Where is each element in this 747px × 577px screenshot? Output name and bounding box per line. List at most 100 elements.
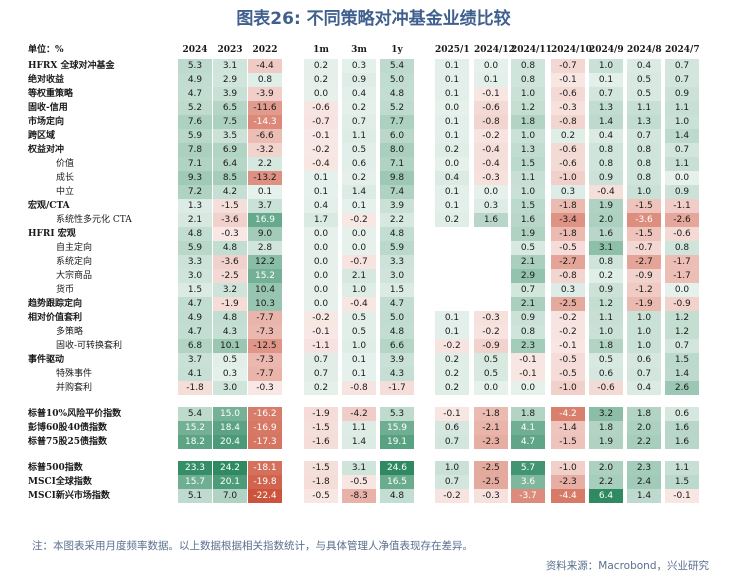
value-cell: 1.2 [511,101,545,115]
value-cell: 9.3 [178,171,212,185]
value-cell: 6.4 [213,157,247,171]
value-cell: -0.1 [665,489,699,503]
value-cell: 6.0 [380,129,414,143]
value-cell: 0.8 [248,73,282,87]
column-header: 1y [391,45,403,55]
value-cell: 0.6 [665,407,699,421]
value-cell: 4.8 [213,311,247,325]
column-header: 2025/1 [435,45,470,55]
value-cell: -0.6 [551,157,585,171]
value-cell: -2.5 [474,461,508,475]
value-cell: 0.7 [304,367,338,381]
value-cell: 1.1 [665,461,699,475]
value-cell: 4.1 [178,367,212,381]
value-cell: 15.7 [178,475,212,489]
value-cell: 20.4 [213,435,247,449]
value-cell: 0.8 [511,325,545,339]
value-cell: -0.2 [304,311,338,325]
value-cell: 0.1 [435,115,469,129]
value-cell: 0.1 [474,73,508,87]
value-cell: 2.0 [589,213,623,227]
value-cell: 1.4 [627,489,661,503]
value-cell: 1.4 [342,435,376,449]
row-label: 系统性多元化 CTA [56,215,132,225]
value-cell: 1.9 [589,435,623,449]
value-cell: 1.0 [627,185,661,199]
value-cell: -2.5 [551,297,585,311]
row-label: 绝对收益 [28,75,65,85]
value-cell: 1.5 [511,199,545,213]
value-cell: 3.9 [380,353,414,367]
value-cell: -0.1 [511,367,545,381]
value-cell: -0.2 [304,143,338,157]
value-cell: 1.1 [589,311,623,325]
value-cell: 4.8 [178,227,212,241]
value-cell: 1.9 [589,199,623,213]
table-row: 相对价值套利 4.9 4.8 -7.7 -0.2 0.5 5.0 0.1 -0.3 0.9 -0.2… [0,311,747,325]
value-cell: 1.0 [627,325,661,339]
value-cell: 0.2 [589,269,623,283]
value-cell: -0.1 [551,339,585,353]
value-cell: 0.1 [435,311,469,325]
value-cell: -0.2 [474,129,508,143]
value-cell: 4.8 [380,87,414,101]
value-cell: 0.2 [435,143,469,157]
value-cell: 23.3 [178,461,212,475]
table-row: 价值 7.1 6.4 2.2 -0.4 0.6 7.1 0.0 -0.4 1.5 -0.6 0.8 0.… [0,157,747,171]
value-cell: 4.7 [380,297,414,311]
value-cell: -0.2 [551,325,585,339]
value-cell: 12.2 [248,255,282,269]
unit-header: 单位：% [28,45,64,55]
column-header: 2024/11 [511,45,552,55]
row-label: 大宗商品 [56,271,93,281]
value-cell: 4.7 [178,87,212,101]
value-cell: -1.0 [551,381,585,395]
value-cell: -0.4 [304,157,338,171]
table-row: 多策略 4.7 4.3 -7.3 -0.1 0.5 4.8 0.1 -0.2 0.8 -0.2 1.0… [0,325,747,339]
value-cell: 0.4 [304,199,338,213]
value-cell: -0.3 [474,171,508,185]
value-cell: -0.8 [342,381,376,395]
table-row: 成长 9.3 8.5 -13.2 0.1 0.2 9.8 0.4 -0.3 1.1 -1.0 0.9 0… [0,171,747,185]
chart-title: 图表26: 不同策略对冲基金业绩比较 [236,9,511,29]
value-cell: -0.6 [551,87,585,101]
value-cell: -0.9 [665,297,699,311]
footnote: 注：本图表采用月度频率数据。以上数据根据相关指数统计，与具体管理人净值表现存在差… [32,540,473,552]
value-cell: 0.2 [435,367,469,381]
value-cell: 0.2 [304,381,338,395]
value-cell: 5.0 [380,311,414,325]
value-cell: 0.2 [342,101,376,115]
value-cell: 7.2 [178,185,212,199]
value-cell: -17.3 [248,435,282,449]
value-cell: 18.2 [178,435,212,449]
value-cell: 2.6 [665,381,699,395]
value-cell: -4.2 [551,407,585,421]
value-cell: 0.5 [627,73,661,87]
value-cell: 2.1 [511,255,545,269]
value-cell: 24.2 [213,461,247,475]
value-cell: 1.6 [474,213,508,227]
value-cell: 5.9 [178,129,212,143]
value-cell: 0.1 [248,185,282,199]
value-cell: -1.1 [665,199,699,213]
value-cell: 1.0 [342,339,376,353]
value-cell: 6.8 [178,339,212,353]
value-cell: 5.9 [380,241,414,255]
value-cell: 0.9 [665,185,699,199]
value-cell: 0.5 [511,241,545,255]
value-cell: -1.5 [213,199,247,213]
value-cell: -4.4 [248,59,282,73]
value-cell: 7.5 [213,115,247,129]
value-cell: 0.3 [551,185,585,199]
row-label: 多策略 [56,327,84,337]
value-cell: -4.4 [551,489,585,503]
column-header: 2024/10 [551,45,592,55]
value-cell: 1.5 [511,157,545,171]
value-cell: -2.7 [627,255,661,269]
value-cell: 5.9 [178,241,212,255]
value-cell: 1.8 [589,339,623,353]
row-label: 价值 [56,159,75,169]
value-cell: 1.1 [342,129,376,143]
value-cell: 1.0 [511,87,545,101]
value-cell: 15.2 [178,421,212,435]
